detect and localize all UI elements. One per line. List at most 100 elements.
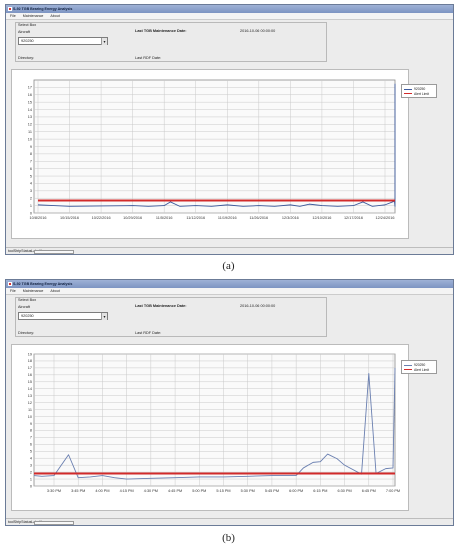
window-title: S-92 TGB Bearing Energy Analysis	[13, 282, 73, 286]
y-tick-label: 10	[28, 137, 32, 141]
directory-label: Directory:	[18, 56, 35, 60]
x-tick-label: 11/5/2016	[156, 216, 173, 220]
legend-alert-swatch	[404, 369, 412, 371]
title-bar: S-92 TGB Bearing Energy Analysis	[6, 5, 453, 13]
last-rdf-label: Last RDF Date:	[135, 56, 162, 60]
last-tgb-label: Last TGB Maintenance Date:	[135, 29, 187, 33]
legend-series-label: 920250	[414, 87, 426, 92]
menu-bar: File Maintenance About	[6, 288, 453, 295]
aircraft-dropdown[interactable]: 920250 ▾	[18, 37, 108, 45]
y-tick-label: 19	[28, 352, 32, 356]
y-tick-label: 8	[30, 152, 32, 156]
y-tick-label: 0	[30, 211, 32, 215]
y-tick-label: 2	[30, 470, 32, 474]
y-tick-label: 14	[28, 387, 32, 391]
x-tick-label: 4:30 PM	[144, 489, 158, 493]
app-icon	[8, 282, 12, 286]
x-tick-label: 5:00 PM	[192, 489, 206, 493]
x-tick-label: 6:15 PM	[313, 489, 327, 493]
x-tick-label: 5:15 PM	[216, 489, 230, 493]
y-tick-label: 9	[30, 422, 32, 426]
y-tick-label: 2	[30, 197, 32, 201]
x-tick-label: 12/17/2016	[344, 216, 363, 220]
status-bar: toolStripStatusLabel1	[6, 247, 453, 254]
y-tick-label: 3	[30, 463, 32, 467]
y-tick-label: 17	[28, 86, 32, 90]
menu-file[interactable]: File	[10, 14, 16, 18]
x-tick-label: 6:30 PM	[338, 489, 352, 493]
x-tick-label: 4:45 PM	[168, 489, 182, 493]
status-progress-bar	[34, 520, 74, 525]
legend-item-alert: Alert Limit	[404, 92, 434, 97]
menu-maintenance[interactable]: Maintenance	[22, 14, 44, 18]
aircraft-label: Aircraft	[18, 30, 31, 34]
y-tick-label: 6	[30, 443, 32, 447]
status-bar: toolStripStatusLabel1	[6, 518, 453, 525]
x-tick-label: 7:00 PM	[386, 489, 400, 493]
select-box-label: Select Box	[18, 23, 37, 27]
x-tick-label: 4:15 PM	[120, 489, 134, 493]
y-tick-label: 0	[30, 484, 32, 488]
x-tick-label: 12/10/2016	[312, 216, 331, 220]
x-tick-label: 6:45 PM	[362, 489, 376, 493]
legend-series-swatch	[404, 88, 412, 90]
menu-about[interactable]: About	[50, 14, 60, 18]
y-tick-label: 7	[30, 436, 32, 440]
aircraft-dropdown[interactable]: 920250 ▾	[18, 312, 108, 320]
menu-about[interactable]: About	[50, 289, 60, 293]
x-tick-label: 5:45 PM	[265, 489, 279, 493]
menu-file[interactable]: File	[10, 289, 16, 293]
y-tick-label: 13	[28, 115, 32, 119]
y-tick-label: 10	[28, 415, 32, 419]
plot-area	[33, 353, 396, 487]
legend-alert-label: Alert Limit	[414, 91, 430, 96]
legend-alert-swatch	[404, 93, 412, 95]
x-tick-label: 10/29/2016	[123, 216, 142, 220]
x-tick-label: 3:30 PM	[47, 489, 61, 493]
select-box-label: Select Box	[18, 298, 37, 302]
y-tick-label: 8	[30, 429, 32, 433]
chevron-down-icon[interactable]: ▾	[101, 313, 107, 320]
app-window-b: S-92 TGB Bearing Energy Analysis File Ma…	[5, 279, 454, 526]
x-tick-label: 5:30 PM	[241, 489, 255, 493]
legend-series-swatch	[404, 364, 412, 366]
y-tick-label: 6	[30, 167, 32, 171]
window-title: S-92 TGB Bearing Energy Analysis	[13, 7, 73, 11]
y-tick-label: 15	[28, 100, 32, 104]
x-tick-label: 3:45 PM	[71, 489, 85, 493]
y-tick-label: 5	[30, 174, 32, 178]
app-window-a: S-92 TGB Bearing Energy Analysis File Ma…	[5, 4, 454, 255]
y-tick-label: 14	[28, 108, 32, 112]
caption-b: (b)	[222, 532, 235, 544]
x-tick-label: 11/19/2016	[218, 216, 237, 220]
y-tick-label: 7	[30, 160, 32, 164]
aircraft-label: Aircraft	[18, 305, 31, 309]
status-label: toolStripStatusLabel1	[8, 249, 43, 253]
last-tgb-value: 2016-10-06 00:00:00	[240, 29, 276, 33]
x-tick-label: 11/12/2016	[186, 216, 205, 220]
last-tgb-label: Last TGB Maintenance Date:	[135, 304, 187, 308]
caption-a: (a)	[222, 260, 235, 272]
last-tgb-value: 2016-10-06 00:00:00	[240, 304, 276, 308]
chart-legend: 920250 Alert Limit	[401, 84, 437, 98]
y-tick-label: 1	[30, 204, 32, 208]
chevron-down-icon[interactable]: ▾	[101, 38, 107, 45]
chart-panel: 0 1 2 3 4 5 6 7 8 9 10 11 12 13 14 15 16 17 18 19 3:30 PM 3:4…	[11, 344, 409, 511]
y-tick-label: 1	[30, 477, 32, 481]
y-tick-label: 16	[28, 93, 32, 97]
series-line-920250	[33, 367, 396, 480]
menu-maintenance[interactable]: Maintenance	[22, 289, 44, 293]
y-tick-label: 12	[28, 401, 32, 405]
legend-item-alert: Alert Limit	[404, 368, 434, 373]
chart-panel: 0 1 2 3 4 5 6 7 8 9 10 11 12 13 14 15 16 17 10/8/2016 10/15…	[11, 69, 409, 239]
legend-item-series: 920250	[404, 363, 434, 368]
title-bar: S-92 TGB Bearing Energy Analysis	[6, 280, 453, 288]
y-tick-label: 17	[28, 366, 32, 370]
y-tick-label: 11	[28, 408, 32, 412]
x-tick-label: 12/24/2016	[375, 216, 394, 220]
menu-bar: File Maintenance About	[6, 13, 453, 20]
x-tick-label: 6:00 PM	[289, 489, 303, 493]
x-tick-label: 10/8/2016	[30, 216, 47, 220]
last-rdf-label: Last RDF Date:	[135, 331, 162, 335]
